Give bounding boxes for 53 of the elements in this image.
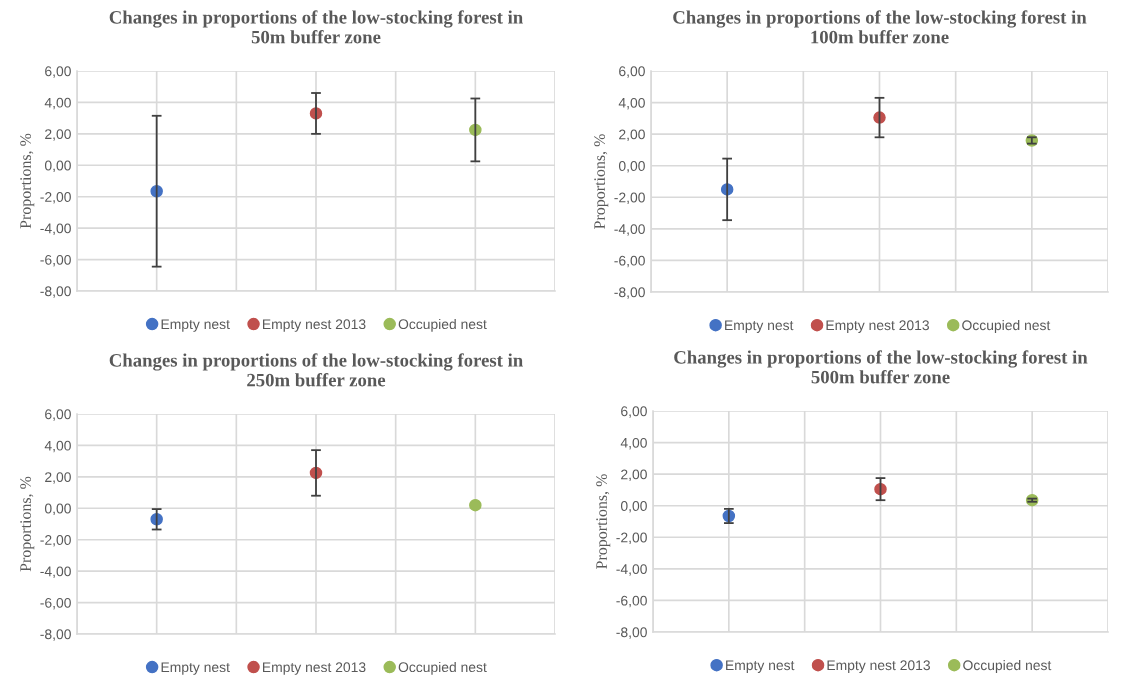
y-tick-label: -2,00 xyxy=(614,192,645,205)
y-tick-label: 0,00 xyxy=(44,503,71,516)
legend-label: Empty nest xyxy=(161,662,230,675)
chart-title: Changes in proportions of the low-stocking forest in 100m buffer zone xyxy=(673,10,1087,44)
y-axis-title: Proportions, % xyxy=(596,474,611,569)
y-tick-label: 6,00 xyxy=(621,406,647,418)
y-axis-title: Proportions, % xyxy=(594,134,609,229)
y-tick-label: 6,00 xyxy=(45,409,71,421)
legend-label: Empty nest xyxy=(725,320,794,333)
chart-title: Changes in proportions of the low-stocking forest in 50m buffer zone xyxy=(109,10,523,44)
y-tick-label: -2,00 xyxy=(616,532,647,545)
legend-label: Occupied nest xyxy=(398,318,487,332)
y-tick-label: 0,00 xyxy=(620,501,647,513)
y-axis-title: Proportions, % xyxy=(20,476,35,572)
legend-label: Occupied nest xyxy=(963,659,1052,673)
legend-label: Occupied nest xyxy=(962,319,1051,333)
y-tick-label: 0,00 xyxy=(44,160,71,173)
y-tick-label: -4,00 xyxy=(614,224,645,236)
legend-label: Empty nest 2013 xyxy=(263,319,366,332)
y-tick-label: 4,00 xyxy=(44,440,71,453)
y-tick-label: -4,00 xyxy=(616,564,647,576)
y-tick-label: 4,00 xyxy=(44,97,71,110)
chart-title: Changes in proportions of the low-stocking forest in 250m buffer zone xyxy=(109,353,523,387)
y-tick-label: -6,00 xyxy=(616,595,647,608)
y-tick-label: 2,00 xyxy=(619,129,645,141)
y-tick-label: -8,00 xyxy=(614,287,645,299)
y-tick-label: 4,00 xyxy=(620,437,647,450)
y-tick-label: -6,00 xyxy=(40,597,71,610)
y-tick-label: 6,00 xyxy=(619,66,645,78)
y-axis-title: Proportions, % xyxy=(20,133,35,229)
y-tick-label: 0,00 xyxy=(618,161,645,173)
y-tick-label: -6,00 xyxy=(40,254,71,267)
y-tick-label: 2,00 xyxy=(45,129,71,141)
y-tick-label: -4,00 xyxy=(40,223,71,235)
y-tick-label: -6,00 xyxy=(614,255,645,268)
y-tick-label: -8,00 xyxy=(616,627,647,639)
y-tick-label: 2,00 xyxy=(45,472,71,484)
y-tick-label: -8,00 xyxy=(40,629,71,641)
y-tick-label: -2,00 xyxy=(40,535,71,547)
y-tick-label: 6,00 xyxy=(45,66,71,78)
legend-label: Empty nest 2013 xyxy=(263,662,366,675)
legend-label: Empty nest 2013 xyxy=(826,320,929,333)
legend-label: Empty nest xyxy=(726,660,795,673)
legend-label: Empty nest 2013 xyxy=(827,660,930,673)
y-tick-label: 2,00 xyxy=(621,469,647,481)
y-tick-label: -2,00 xyxy=(40,192,71,204)
y-tick-label: -8,00 xyxy=(40,286,71,298)
point xyxy=(469,498,482,512)
legend-label: Occupied nest xyxy=(398,661,487,675)
legend-label: Empty nest xyxy=(161,319,230,332)
y-tick-label: 4,00 xyxy=(618,97,645,110)
chart-title: Changes in proportions of the low-stocking forest in 500m buffer zone xyxy=(674,350,1088,384)
y-tick-label: -4,00 xyxy=(40,566,71,578)
